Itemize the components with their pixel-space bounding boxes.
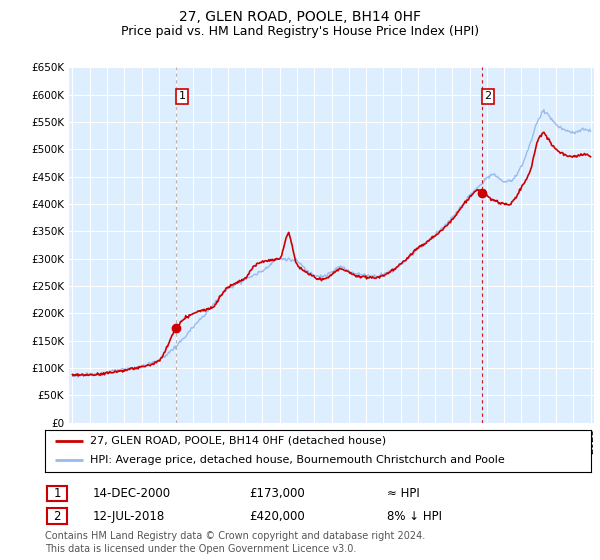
Text: 2: 2 (484, 91, 491, 101)
Text: 2: 2 (53, 510, 61, 523)
Text: 12-JUL-2018: 12-JUL-2018 (93, 510, 165, 523)
Text: 14-DEC-2000: 14-DEC-2000 (93, 487, 171, 500)
Text: This data is licensed under the Open Government Licence v3.0.: This data is licensed under the Open Gov… (45, 544, 356, 554)
Text: 1: 1 (179, 91, 185, 101)
Text: 8% ↓ HPI: 8% ↓ HPI (387, 510, 442, 523)
Text: 1: 1 (53, 487, 61, 500)
Text: Contains HM Land Registry data © Crown copyright and database right 2024.: Contains HM Land Registry data © Crown c… (45, 531, 425, 541)
Text: Price paid vs. HM Land Registry's House Price Index (HPI): Price paid vs. HM Land Registry's House … (121, 25, 479, 38)
Text: £173,000: £173,000 (249, 487, 305, 500)
Text: ≈ HPI: ≈ HPI (387, 487, 420, 500)
Text: 27, GLEN ROAD, POOLE, BH14 0HF: 27, GLEN ROAD, POOLE, BH14 0HF (179, 10, 421, 24)
Text: HPI: Average price, detached house, Bournemouth Christchurch and Poole: HPI: Average price, detached house, Bour… (90, 455, 505, 465)
Text: £420,000: £420,000 (249, 510, 305, 523)
Text: 27, GLEN ROAD, POOLE, BH14 0HF (detached house): 27, GLEN ROAD, POOLE, BH14 0HF (detached… (90, 436, 386, 446)
